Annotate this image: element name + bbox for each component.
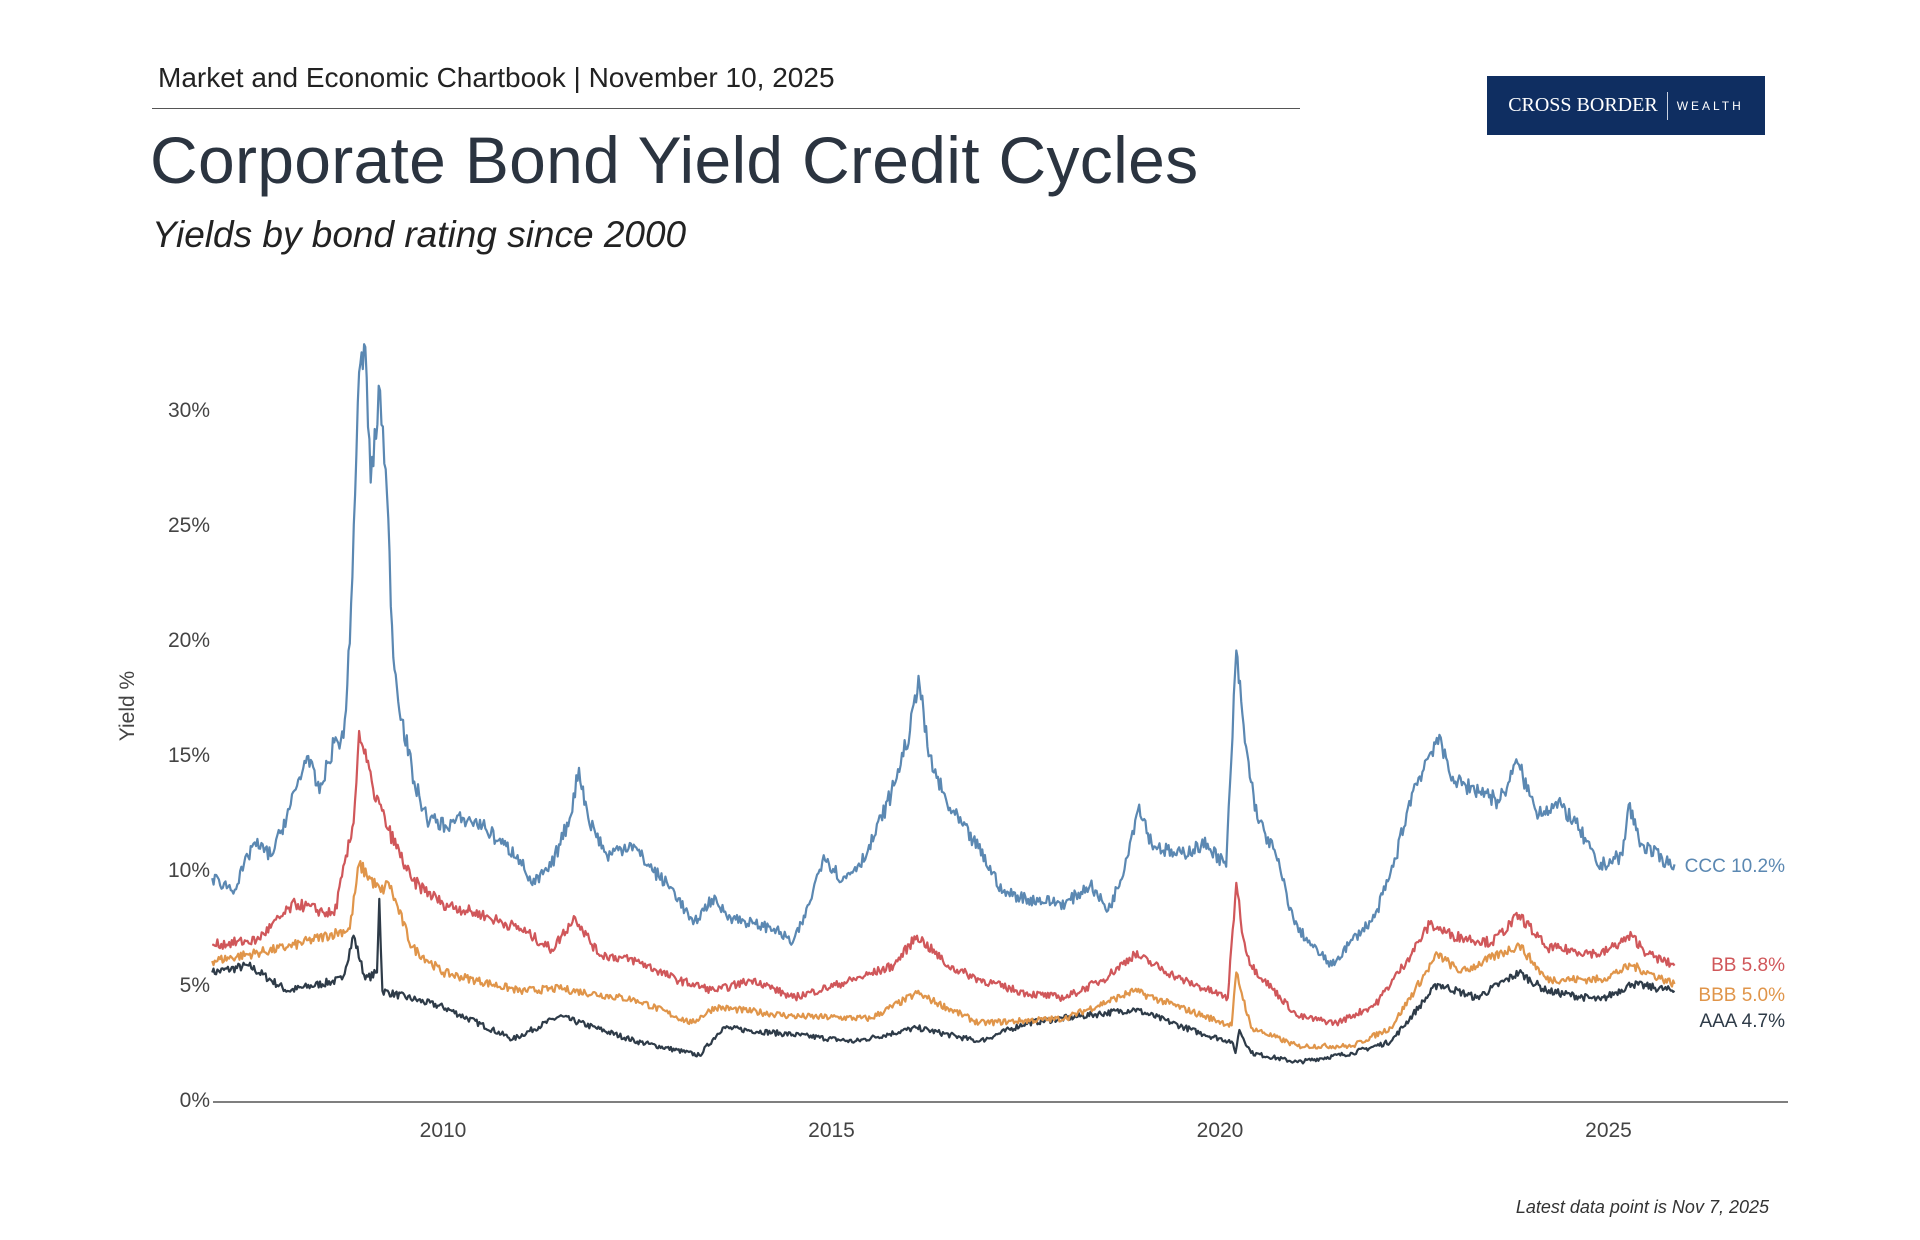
chartbook-header: Market and Economic Chartbook | November… [158, 62, 835, 93]
y-tick-label: 0% [180, 1089, 210, 1112]
x-tick-label: 2020 [1197, 1119, 1244, 1142]
end-label-bb: BB 5.8% [1711, 955, 1785, 976]
x-axis-ticks: 2010 2015 2020 2025 [420, 1119, 1632, 1142]
y-axis-label: Yield % [116, 671, 139, 741]
chart-subtitle: Yields by bond rating since 2000 [152, 214, 687, 255]
y-tick-label: 10% [168, 859, 210, 882]
x-tick-label: 2025 [1585, 1119, 1632, 1142]
cross-border-wealth-logo: CROSS BORDER WEALTH [1487, 76, 1765, 135]
series-line-bb [212, 729, 1676, 1027]
logo-primary: CROSS BORDER [1508, 94, 1658, 116]
series-lines [211, 343, 1676, 1065]
y-tick-label: 15% [168, 744, 210, 767]
y-tick-label: 5% [180, 974, 210, 997]
y-tick-label: 25% [168, 514, 210, 537]
end-label-bbb: BBB 5.0% [1698, 985, 1785, 1006]
logo-separator [1666, 91, 1668, 120]
series-end-labels: AAA 4.7% BBB 5.0% BB 5.8% CCC 10.2% [1685, 856, 1785, 1032]
y-tick-label: 30% [168, 399, 210, 422]
y-axis-ticks: 0% 5% 10% 15% 20% 25% 30% [168, 399, 210, 1112]
series-line-bbb [211, 860, 1676, 1050]
x-tick-label: 2010 [420, 1119, 467, 1142]
y-tick-label: 20% [168, 629, 210, 652]
x-tick-label: 2015 [808, 1119, 855, 1142]
latest-data-note: Latest data point is Nov 7, 2025 [1515, 1197, 1769, 1217]
header-divider [152, 108, 1300, 109]
end-label-ccc: CCC 10.2% [1685, 856, 1785, 877]
series-line-ccc [211, 343, 1676, 968]
series-line-aaa [211, 897, 1676, 1065]
end-label-aaa: AAA 4.7% [1699, 1011, 1785, 1032]
logo-secondary: WEALTH [1676, 98, 1744, 113]
chart-title: Corporate Bond Yield Credit Cycles [150, 123, 1199, 197]
